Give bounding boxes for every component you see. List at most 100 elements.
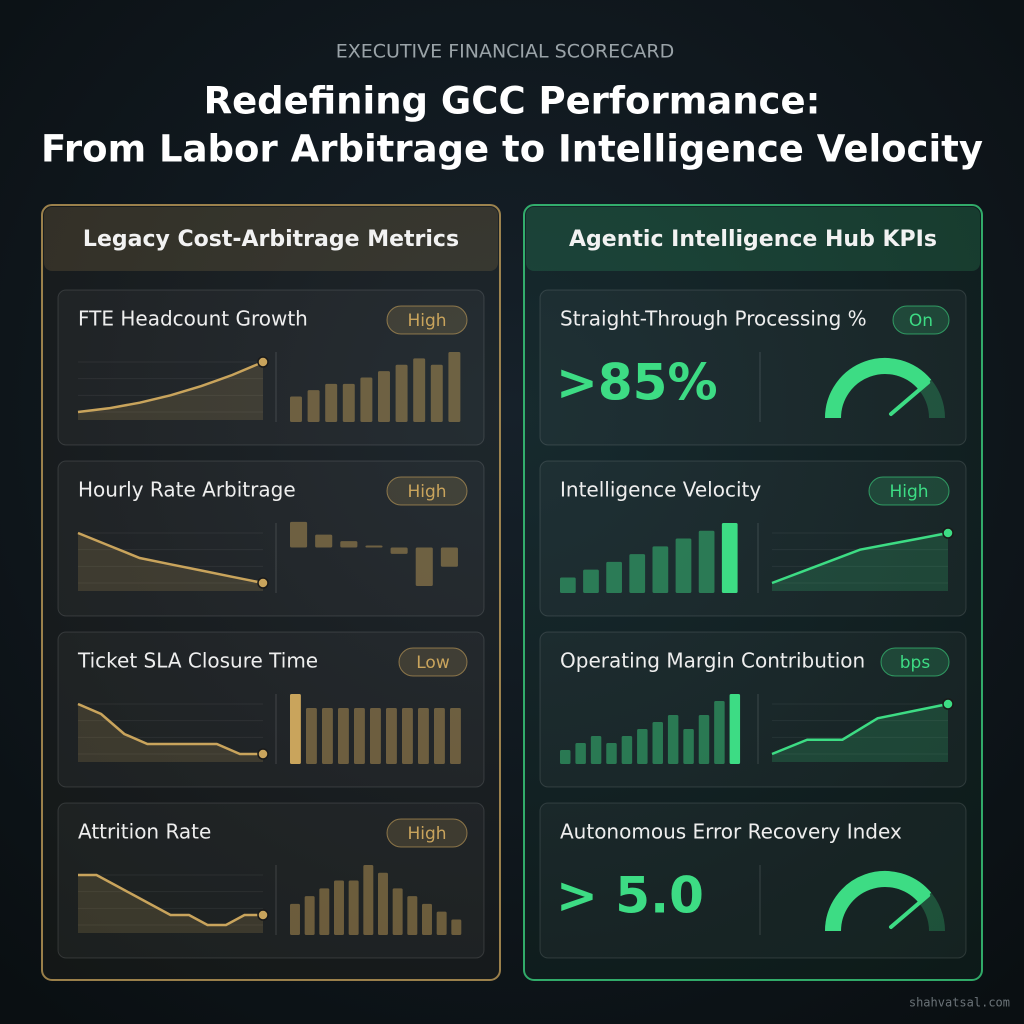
bar	[390, 547, 408, 554]
line	[771, 531, 949, 585]
bar	[348, 880, 359, 935]
badge	[386, 818, 468, 848]
bar	[386, 708, 397, 764]
line-area	[772, 533, 948, 591]
badge-label: Low	[416, 653, 450, 673]
gauge-fill	[825, 871, 932, 932]
line-area	[78, 704, 263, 762]
bar	[422, 903, 432, 935]
bar	[450, 708, 461, 764]
bar	[440, 547, 458, 567]
bar	[430, 364, 443, 422]
card-label: Intelligence Velocity	[560, 478, 761, 502]
bar	[290, 396, 302, 422]
bar	[370, 708, 381, 764]
badge	[398, 647, 468, 677]
bar	[436, 911, 447, 935]
bar	[322, 708, 333, 764]
bar	[698, 715, 710, 764]
bar	[290, 694, 301, 764]
card	[57, 460, 485, 617]
bar	[434, 708, 445, 764]
card	[57, 631, 485, 788]
badge-label: High	[407, 824, 446, 844]
bar	[590, 736, 602, 764]
bar	[683, 729, 694, 764]
bar	[413, 358, 426, 422]
card-label: Ticket SLA Closure Time	[77, 649, 318, 673]
gauge-needle	[889, 380, 931, 416]
bar	[395, 364, 408, 422]
panel	[523, 204, 983, 981]
bar	[606, 743, 617, 764]
bar	[575, 743, 586, 764]
line-end	[257, 356, 269, 368]
bar	[306, 708, 317, 764]
card-label: FTE Headcount Growth	[78, 307, 308, 331]
watermark: shahvatsal.com	[909, 996, 1010, 1010]
card-label: Hourly Rate Arbitrage	[78, 478, 296, 502]
gauge-fill	[825, 358, 932, 419]
badge-label: High	[407, 482, 446, 502]
bar	[407, 896, 418, 935]
panel-header	[44, 207, 498, 271]
bar	[606, 561, 622, 593]
line-area	[78, 533, 263, 591]
line	[77, 531, 264, 585]
badge	[868, 476, 950, 506]
card	[539, 460, 967, 617]
card	[57, 802, 485, 959]
badge	[386, 305, 468, 335]
panel-header	[526, 207, 980, 271]
panel-title: Agentic Intelligence Hub KPIs	[569, 227, 937, 252]
bar	[304, 896, 315, 935]
bar	[402, 708, 413, 764]
card	[539, 631, 967, 788]
bar	[340, 541, 358, 548]
bar	[342, 383, 355, 422]
bar	[338, 708, 349, 764]
bar	[675, 538, 692, 593]
bar	[354, 708, 365, 764]
metric-value: >85%	[556, 354, 718, 412]
bar	[652, 722, 663, 764]
card-label: Autonomous Error Recovery Index	[560, 820, 902, 844]
bar	[698, 530, 715, 593]
bar	[448, 352, 461, 422]
line	[78, 873, 263, 927]
line-end	[942, 698, 954, 710]
metric-value: > 5.0	[556, 867, 704, 925]
line	[77, 702, 263, 756]
bar	[392, 888, 403, 935]
panel-title: Legacy Cost-Arbitrage Metrics	[83, 227, 459, 252]
title: From Labor Arbitrage to Intelligence Vel…	[41, 128, 983, 171]
bar	[560, 750, 571, 764]
line-end	[942, 527, 954, 539]
badge	[386, 476, 468, 506]
badge	[880, 647, 950, 677]
line-area	[78, 875, 263, 933]
bar	[721, 523, 738, 593]
gauge-needle	[889, 893, 931, 929]
bar	[290, 521, 308, 548]
bar	[319, 888, 330, 935]
bar	[621, 736, 633, 764]
line-end	[257, 577, 269, 589]
bar	[363, 865, 374, 935]
bar	[560, 577, 576, 593]
bar	[415, 547, 433, 586]
eyebrow: EXECUTIVE FINANCIAL SCORECARD	[336, 41, 674, 63]
bar	[729, 694, 741, 764]
bar	[315, 534, 333, 548]
line	[771, 702, 949, 756]
title: Redefining GCC Performance:	[204, 80, 821, 123]
line-end	[257, 748, 269, 760]
badge-label: High	[889, 482, 928, 502]
bar	[652, 546, 669, 593]
line-end	[257, 909, 269, 921]
line	[77, 360, 264, 414]
bar	[451, 919, 462, 935]
badge-label: High	[407, 311, 446, 331]
